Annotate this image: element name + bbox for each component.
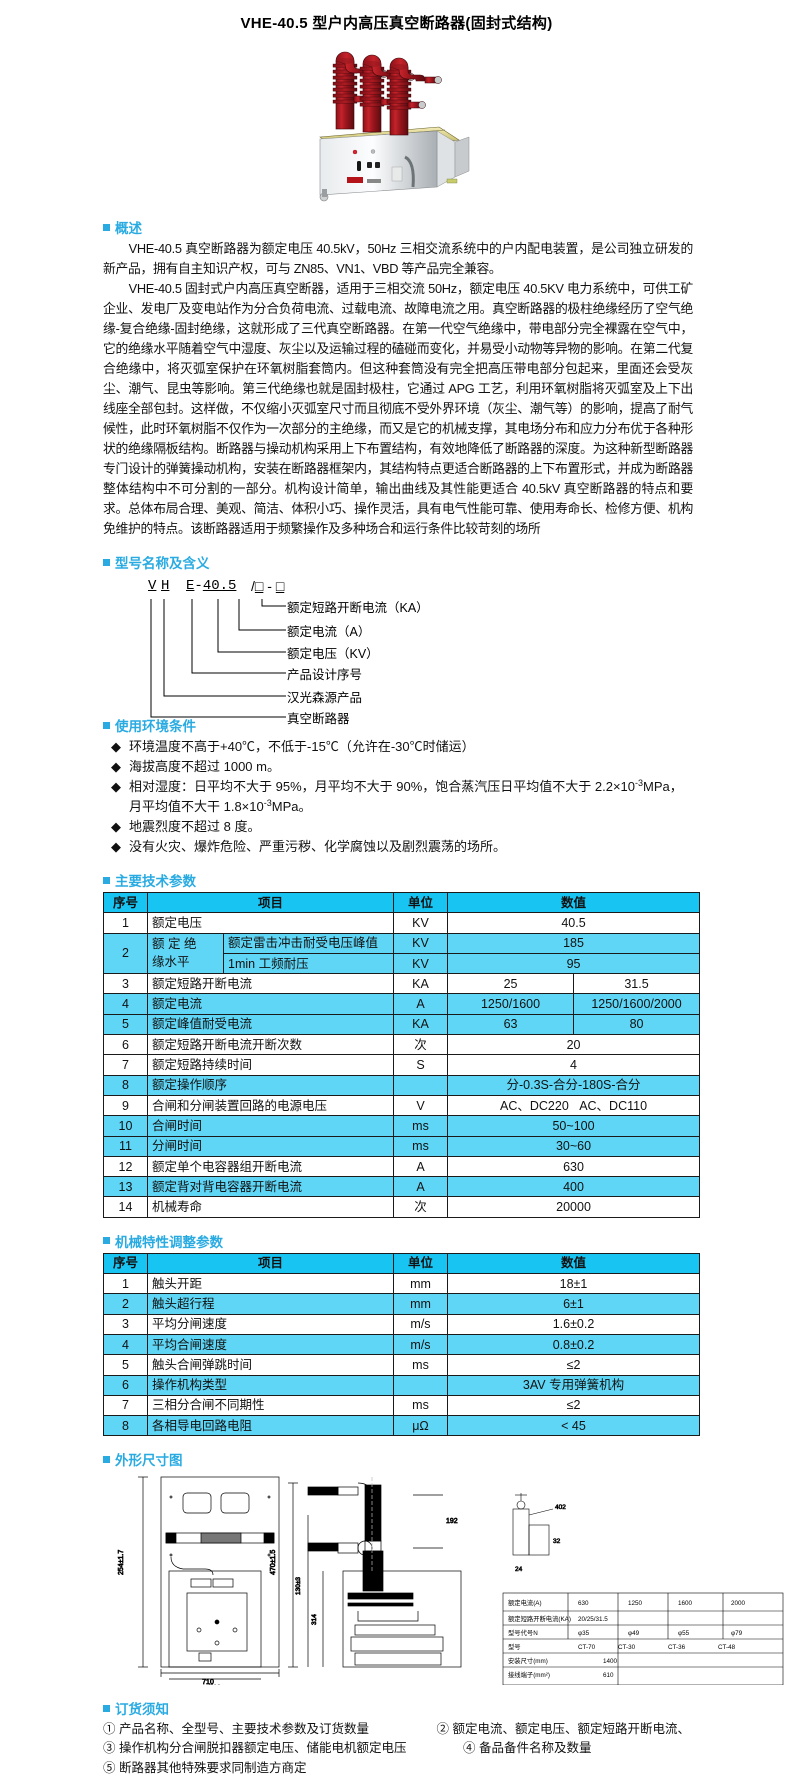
svg-text:CT-36: CT-36 [668, 1644, 686, 1651]
svg-text:630: 630 [578, 1600, 589, 1607]
svg-text:φ79: φ79 [731, 1630, 743, 1637]
svg-text:610: 610 [603, 1672, 614, 1679]
svg-text:额定电流(A): 额定电流(A) [508, 1598, 542, 1607]
svg-text:额定短路开断电流(KA): 额定短路开断电流(KA) [508, 1614, 571, 1623]
svg-text:1600: 1600 [678, 1600, 693, 1607]
svg-text:型号: 型号 [508, 1642, 521, 1651]
svg-text:安装尺寸(mm): 安装尺寸(mm) [508, 1656, 548, 1665]
svg-text:254±1.7: 254±1.7 [118, 1550, 125, 1575]
svg-text:CT-30: CT-30 [618, 1644, 636, 1651]
svg-text:470±1.5: 470±1.5 [270, 1550, 277, 1575]
svg-text:1400: 1400 [603, 1658, 618, 1665]
svg-text:φ55: φ55 [678, 1630, 690, 1637]
svg-text:130±3: 130±3 [295, 1577, 302, 1595]
svg-text:20/25/31.5: 20/25/31.5 [578, 1616, 608, 1623]
svg-text:φ35: φ35 [578, 1630, 590, 1637]
svg-text:φ49: φ49 [628, 1630, 640, 1637]
svg-text:2000: 2000 [731, 1600, 746, 1607]
svg-text:接线端子(mm²): 接线端子(mm²) [508, 1670, 550, 1679]
svg-text:192: 192 [446, 1518, 458, 1525]
svg-text:402: 402 [555, 1504, 566, 1511]
svg-text:32: 32 [553, 1538, 561, 1545]
svg-text:24: 24 [515, 1566, 523, 1573]
svg-text:型号代号N: 型号代号N [508, 1628, 538, 1637]
svg-text:314: 314 [311, 1614, 318, 1625]
svg-text:CT-70: CT-70 [578, 1644, 596, 1651]
svg-text:1250: 1250 [628, 1600, 643, 1607]
svg-text:CT-48: CT-48 [718, 1644, 736, 1651]
